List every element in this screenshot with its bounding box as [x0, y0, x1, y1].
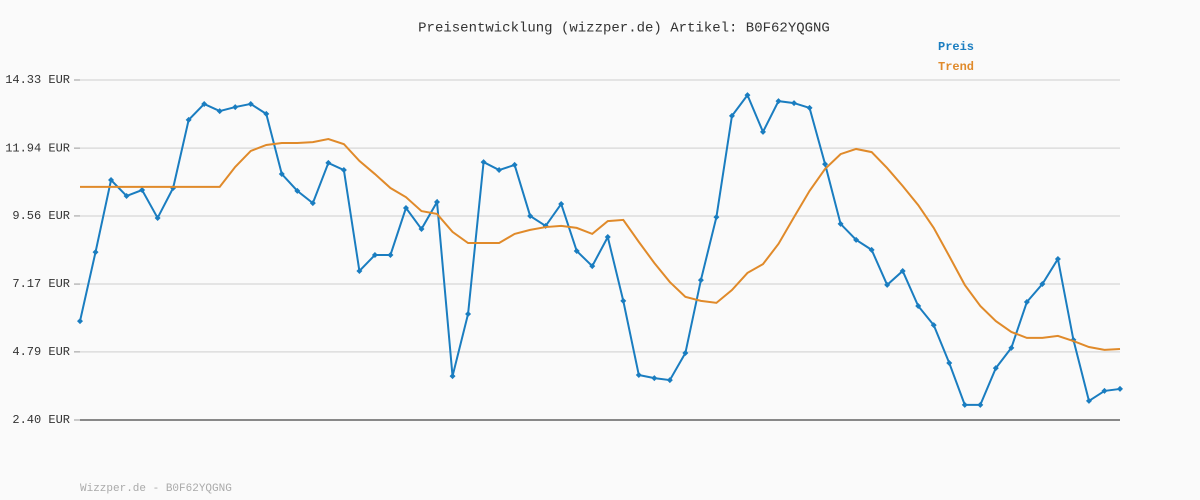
- y-tick-label: 7.17 EUR: [12, 277, 70, 291]
- point: [573, 247, 580, 254]
- point: [791, 100, 798, 107]
- point: [868, 246, 875, 253]
- point: [325, 159, 332, 166]
- point: [853, 236, 860, 243]
- point: [930, 322, 937, 329]
- point: [992, 365, 999, 372]
- y-tick-label: 11.94 EUR: [5, 141, 70, 155]
- point: [92, 249, 99, 256]
- point: [263, 110, 270, 117]
- point: [449, 373, 456, 380]
- legend-label: Trend: [938, 60, 974, 74]
- point: [201, 100, 208, 107]
- point: [697, 277, 704, 284]
- point: [759, 128, 766, 135]
- point: [806, 104, 813, 111]
- point: [278, 171, 285, 178]
- legend-label: Preis: [938, 40, 974, 54]
- point: [434, 198, 441, 205]
- point: [511, 161, 518, 168]
- point: [309, 200, 316, 207]
- point: [589, 263, 596, 270]
- point: [604, 234, 611, 241]
- point: [465, 310, 472, 317]
- point: [294, 187, 301, 194]
- point: [371, 251, 378, 258]
- point: [356, 267, 363, 274]
- point: [139, 187, 146, 194]
- point: [232, 104, 239, 111]
- point: [1117, 385, 1123, 392]
- point: [185, 116, 192, 123]
- point: [651, 375, 658, 382]
- point: [1023, 299, 1030, 306]
- point: [527, 212, 534, 219]
- footer: Wizzper.de - B0F62YQGNG: [80, 483, 232, 495]
- point: [418, 226, 425, 233]
- point: [1085, 397, 1092, 404]
- point: [682, 350, 689, 357]
- point: [216, 108, 223, 115]
- point: [620, 297, 627, 304]
- point: [340, 167, 347, 174]
- y-tick-label: 2.40 EUR: [12, 413, 70, 427]
- point: [713, 214, 720, 221]
- point: [402, 204, 409, 211]
- point: [744, 92, 751, 99]
- point: [899, 267, 906, 274]
- point: [837, 220, 844, 227]
- point: [123, 192, 130, 199]
- point: [387, 251, 394, 258]
- point: [480, 159, 487, 166]
- point: [1054, 255, 1061, 262]
- point: [1008, 344, 1015, 351]
- point: [635, 371, 642, 378]
- line-1: [80, 137, 1121, 351]
- y-tick-label: 9.56 EUR: [12, 209, 70, 223]
- line-0: [79, 93, 1121, 406]
- point: [961, 401, 968, 408]
- point: [884, 281, 891, 288]
- point: [822, 161, 829, 168]
- y-tick-label: 4.79 EUR: [12, 345, 70, 359]
- point: [247, 100, 254, 107]
- point: [496, 167, 503, 174]
- y-tick-label: 14.33 EUR: [5, 73, 70, 87]
- point: [1101, 387, 1108, 394]
- point: [915, 303, 922, 310]
- point: [775, 98, 782, 105]
- point: [946, 360, 953, 367]
- point: [728, 112, 735, 119]
- point: [558, 200, 565, 207]
- point: [1039, 281, 1046, 288]
- point: [77, 318, 83, 325]
- point: [666, 377, 673, 384]
- chart-title: Preisentwicklung (wizzper.de) Artikel: B…: [418, 21, 830, 37]
- point: [977, 401, 984, 408]
- point: [154, 214, 161, 221]
- point: [108, 177, 115, 184]
